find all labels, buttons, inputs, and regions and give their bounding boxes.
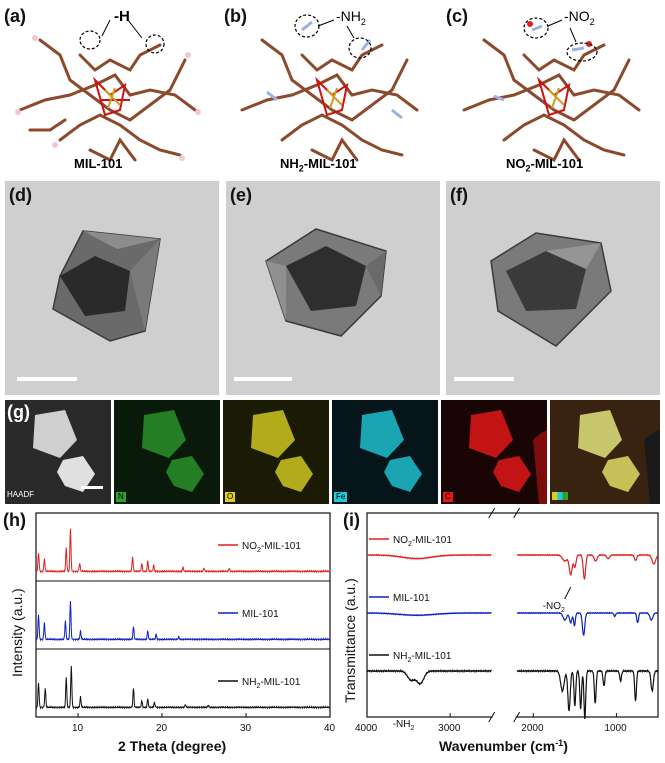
- ir-x-tick-label: 2000: [521, 723, 544, 734]
- panel-letter-i: (i): [343, 510, 360, 530]
- ir-annotation-no2: -NO2: [543, 601, 565, 614]
- xrd-series-line: [35, 600, 331, 642]
- xrd-x-tick-label: 30: [240, 723, 252, 734]
- no2-mil101-structure-image: [462, 17, 641, 163]
- ir-annotation-nh2: -NH2: [393, 719, 415, 732]
- panel-i: NO2-MIL-101 MIL-101 NH2-MIL-101 4000 3000 200…: [335, 507, 665, 758]
- ir-series-line: [366, 611, 492, 617]
- eds-mapping-row: HAADF N O Fe C: [5, 400, 660, 504]
- ir-series-line: [516, 553, 659, 581]
- scale-bar-f: [454, 377, 514, 381]
- scale-bar-g: [81, 486, 103, 489]
- panel-b: (b) -NH2 NH2-MIL-101: [222, 0, 444, 180]
- group-label-h: -H: [114, 8, 130, 25]
- map-c: C: [441, 400, 547, 504]
- ir-series-line: [366, 668, 492, 686]
- octahedral-crystal-d: [52, 230, 161, 342]
- group-label-no2: -NO2: [564, 8, 595, 27]
- tem-image-f: (f): [446, 181, 660, 395]
- map-label-overlay-legend: [552, 492, 568, 500]
- xrd-legend-label: NH2-MIL-101: [242, 677, 301, 690]
- panel-letter-f: (f): [450, 185, 468, 205]
- octahedral-crystal-f: [490, 232, 612, 347]
- map-overlay: [550, 400, 660, 504]
- xrd-series-line: [35, 528, 331, 574]
- tem-image-e: (e): [226, 181, 440, 395]
- xrd-y-axis-label: Intensity (a.u.): [9, 588, 25, 677]
- map-label-haadf: HAADF: [7, 490, 35, 499]
- panel-c: (c) -NO2 NO2-MIL-101: [444, 0, 665, 180]
- ir-series-line: [366, 553, 492, 560]
- xrd-x-tick-label: 20: [156, 723, 168, 734]
- xrd-x-axis-label: 2 Theta (degree): [118, 738, 226, 754]
- xrd-plot-frame: [35, 512, 331, 718]
- panel-letter-c: (c): [446, 6, 468, 26]
- ir-axis-break-mark: [488, 507, 521, 519]
- map-haadf: HAADF: [5, 400, 111, 504]
- panel-letter-h: (h): [3, 510, 26, 530]
- scale-bar-e: [234, 377, 292, 381]
- scale-bar-d: [17, 377, 77, 381]
- map-o: O: [223, 400, 329, 504]
- panel-letter-e: (e): [230, 185, 252, 205]
- panel-letter-g: (g): [7, 402, 30, 422]
- ir-annotation-arrow: [564, 586, 572, 600]
- structure-name-c: NO2-MIL-101: [506, 156, 584, 174]
- xrd-legend-label: NO2-MIL-101: [242, 541, 301, 554]
- ir-series-line: [516, 611, 659, 636]
- xrd-x-tick-label: 10: [72, 723, 84, 734]
- ir-x-tick-label: 3000: [438, 723, 461, 734]
- map-label-o: O: [225, 492, 236, 502]
- nh2-mil101-structure-image: [240, 14, 419, 163]
- xrd-x-tick-label: 40: [324, 723, 335, 734]
- structure-name-a: MIL-101: [74, 156, 123, 171]
- panel-a: (a) -H MIL-101: [0, 0, 222, 180]
- ir-legend-label: MIL-101: [393, 593, 430, 604]
- map-fe: Fe: [332, 400, 438, 504]
- panel-letter-a: (a): [4, 6, 26, 26]
- ir-legend-label: NO2-MIL-101: [393, 535, 452, 548]
- xrd-legend-label: MIL-101: [242, 609, 279, 620]
- xrd-chart: NO2-MIL-101 MIL-101 NH2-MIL-101 10 20 30 40 2 T…: [9, 512, 336, 754]
- map-n: N: [114, 400, 220, 504]
- structure-name-b: NH2-MIL-101: [280, 156, 357, 174]
- panel-letter-b: (b): [224, 6, 247, 26]
- xrd-series-line: [35, 665, 331, 710]
- panel-letter-d: (d): [9, 185, 32, 205]
- octahedral-crystal-e: [265, 228, 387, 337]
- ir-axis-break-gap: [492, 711, 516, 723]
- ir-x-tick-label: 4000: [355, 723, 378, 734]
- ir-x-tick-label: 1000: [604, 723, 627, 734]
- panel-h: NO2-MIL-101 MIL-101 NH2-MIL-101 10 20 30 40 2 T…: [0, 507, 336, 758]
- map-label-n: N: [116, 492, 126, 502]
- ir-axis-break-mark: [488, 711, 521, 723]
- tem-image-d: (d): [5, 181, 219, 395]
- map-label-c: C: [443, 492, 453, 502]
- ir-series-line: [516, 668, 659, 719]
- map-label-fe: Fe: [334, 492, 348, 502]
- group-label-nh2: -NH2: [336, 8, 366, 27]
- ir-x-axis-label: Wavenumber (cm-1): [439, 738, 568, 754]
- mil101-structure-image: [15, 19, 201, 163]
- ir-y-axis-label: Transmittance (a.u.): [342, 578, 358, 703]
- ir-legend-label: NH2-MIL-101: [393, 651, 452, 664]
- ftir-chart: NO2-MIL-101 MIL-101 NH2-MIL-101 4000 3000 200…: [342, 507, 659, 754]
